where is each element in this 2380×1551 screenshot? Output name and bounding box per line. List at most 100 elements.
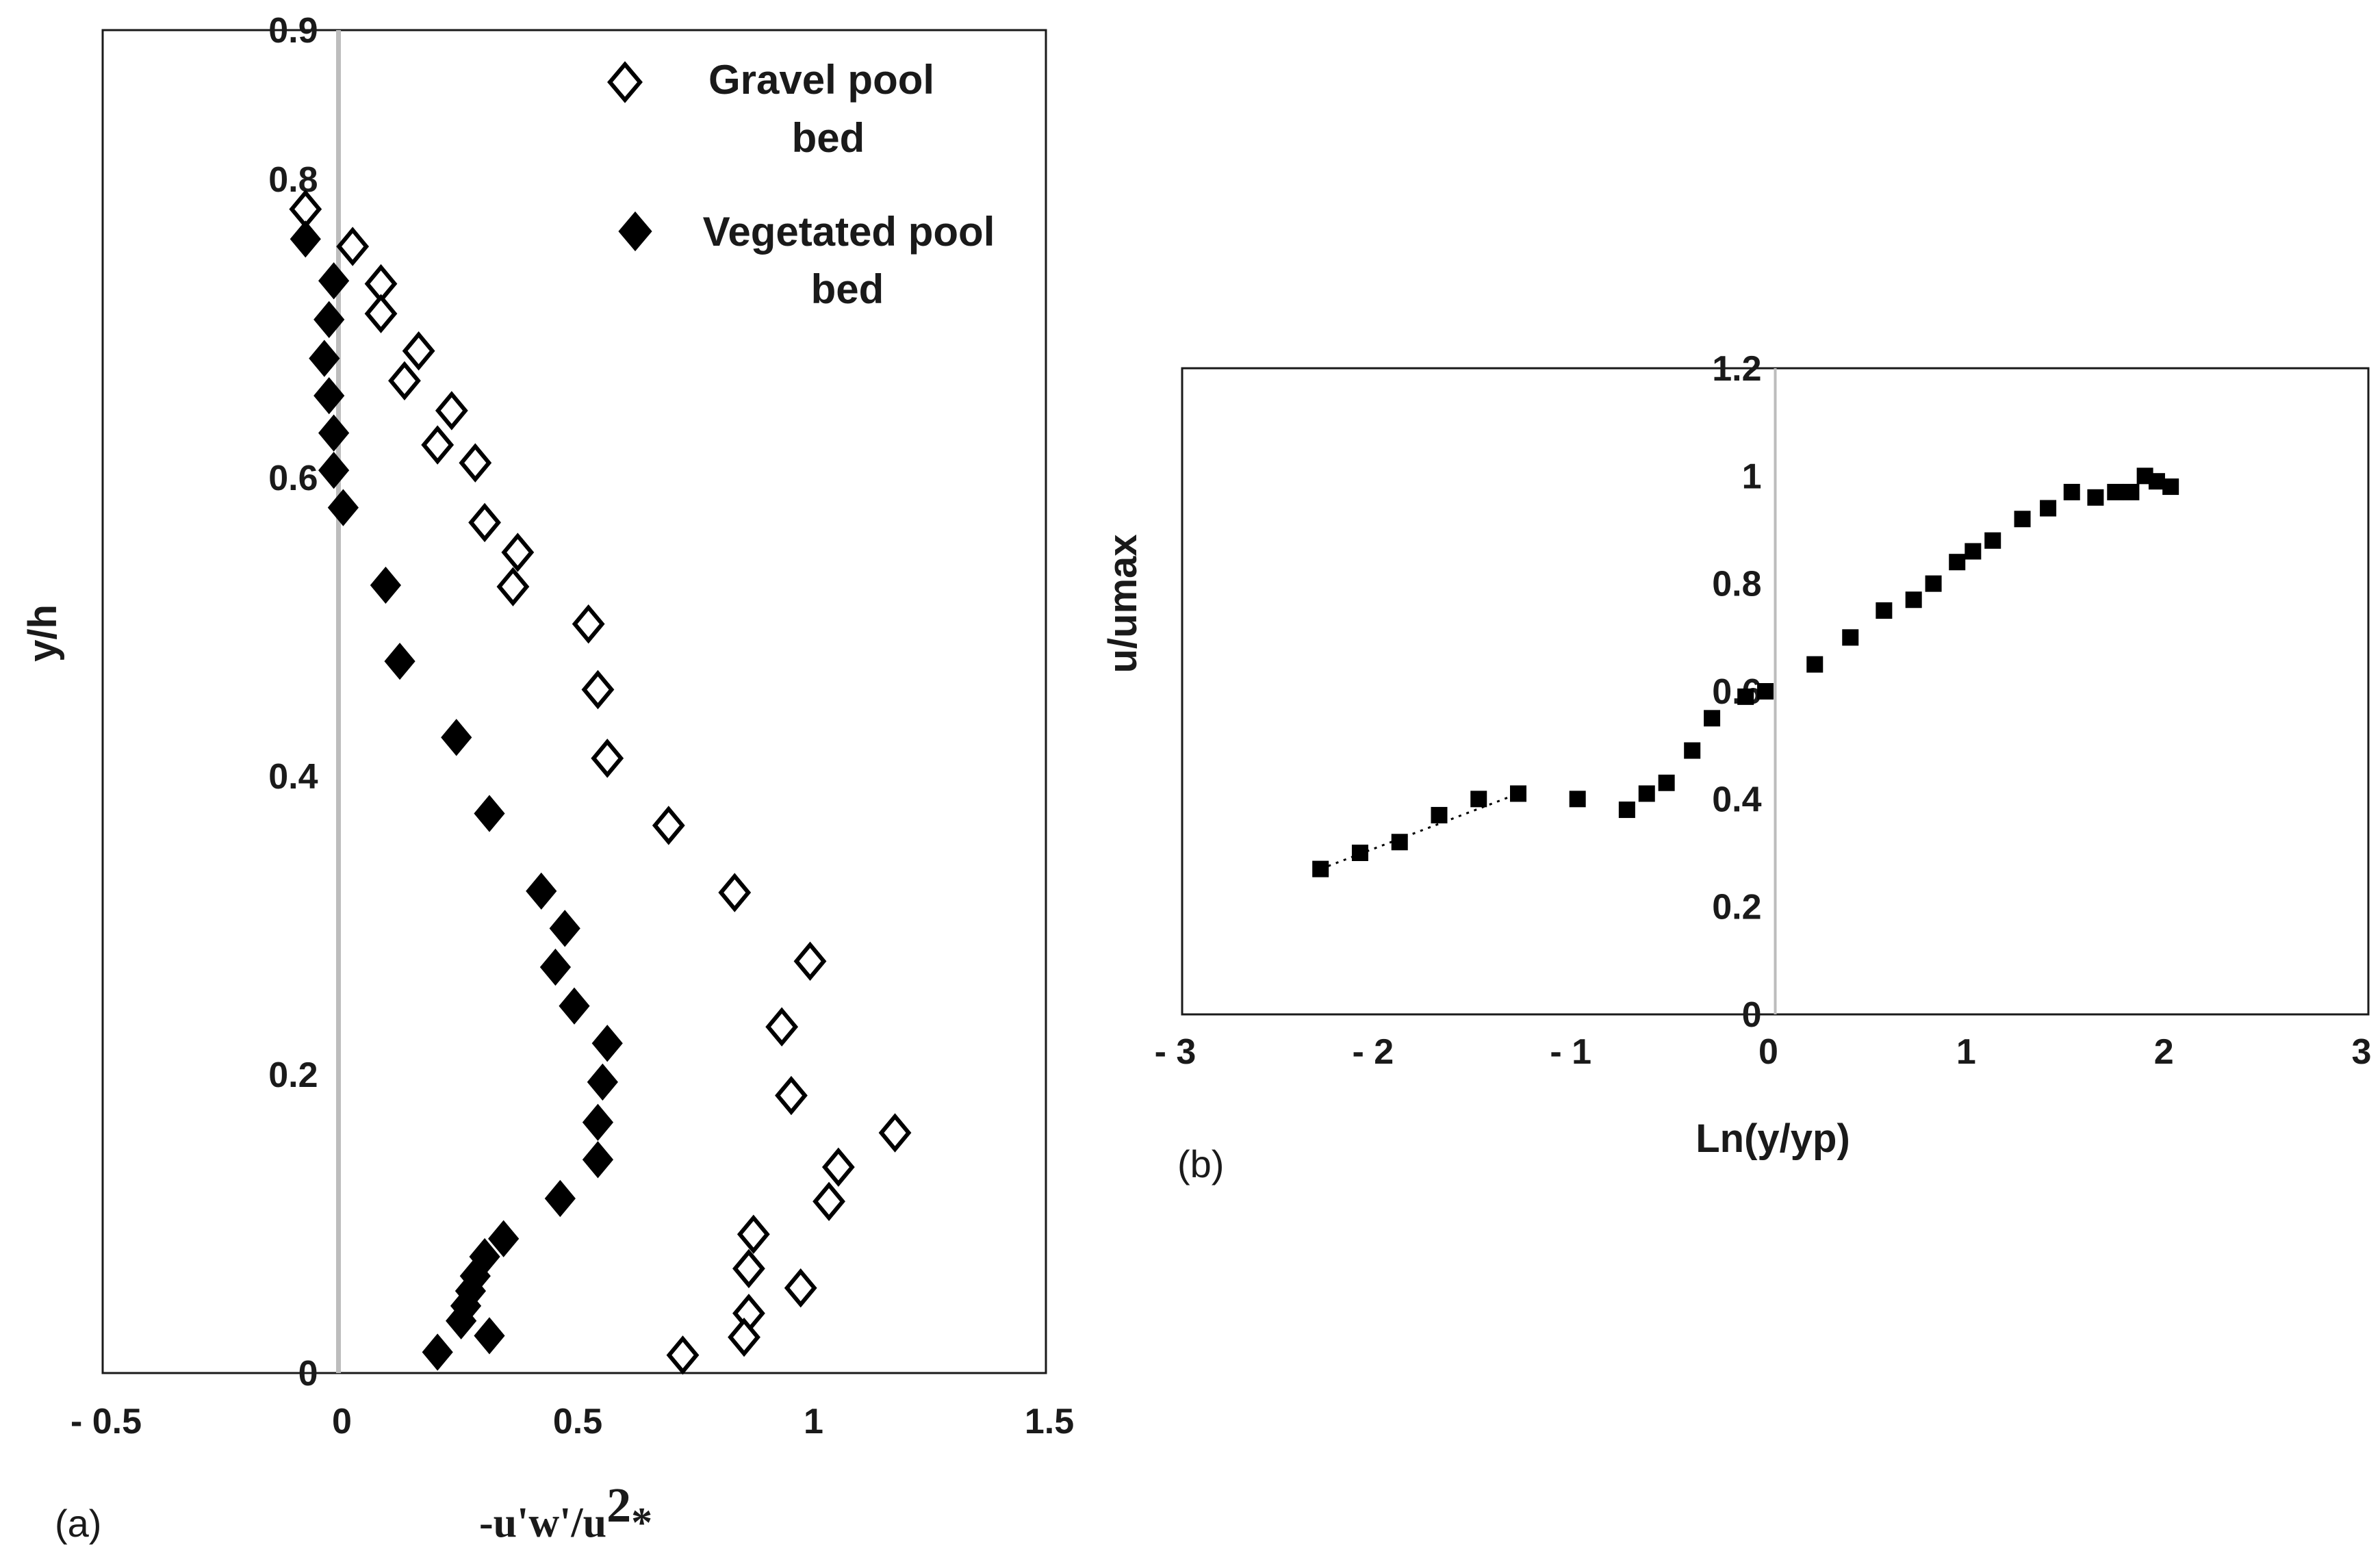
velocity-point xyxy=(1351,845,1368,861)
vegetated-pool-point xyxy=(441,719,472,756)
velocity-point xyxy=(1431,806,1448,823)
chart-a-x-axis-title-sup: 2 xyxy=(606,1478,631,1533)
vegetated-pool-point xyxy=(314,300,345,339)
chart-b-panel-label: (b) xyxy=(1177,1142,1224,1185)
chart-a-y-tick-label: 0 xyxy=(298,1354,318,1394)
velocity-point xyxy=(1312,860,1329,877)
velocity-point xyxy=(1569,791,1586,808)
gravel-pool-point xyxy=(737,1214,770,1254)
gravel-pool-point xyxy=(572,604,605,644)
chart-a-x-axis-title-base: -u'w'/u xyxy=(479,1500,606,1546)
trend-line xyxy=(1320,793,1519,871)
chart-a-x-axis-title-sub: * xyxy=(631,1500,652,1546)
vegetated-pool-point xyxy=(488,1220,520,1257)
velocity-point xyxy=(1757,683,1774,700)
chart-a: 0 0.2 0.4 0.6 0.8 0.9 - 0.5 0 0.5 1 1.5 y/h -u'w'… xyxy=(21,11,1074,1546)
velocity-point xyxy=(1470,791,1487,808)
gravel-pool-point xyxy=(652,806,685,845)
chart-b-y-tick-label: 1 xyxy=(1742,457,1762,496)
gravel-pool-point xyxy=(591,739,624,778)
chart-a-y-tick-labels: 0 0.2 0.4 0.6 0.8 0.9 xyxy=(268,11,318,1394)
chart-b-x-tick-label: 1 xyxy=(1956,1032,1976,1072)
chart-b-points xyxy=(1312,467,2179,877)
velocity-point xyxy=(2063,483,2080,500)
chart-a-x-tick-label: 1 xyxy=(804,1402,823,1441)
chart-b-y-axis-title: u/umax xyxy=(1101,534,1145,673)
velocity-point xyxy=(2087,489,2104,506)
vegetated-pool-point xyxy=(318,451,350,489)
chart-a-x-tick-label: - 0.5 xyxy=(71,1402,142,1441)
vegetated-pool-point xyxy=(327,489,359,526)
chart-a-x-tick-label: 0.5 xyxy=(553,1402,602,1441)
gravel-pool-point xyxy=(496,567,530,606)
legend-label-vegetated-line2: bed xyxy=(811,266,884,312)
velocity-point xyxy=(1842,629,1859,646)
chart-a-points xyxy=(289,189,912,1375)
gravel-pool-point xyxy=(402,331,435,371)
legend-label-vegetated-line1: Vegetated pool xyxy=(703,209,995,255)
gravel-pool-point xyxy=(775,1075,808,1116)
velocity-point xyxy=(1510,785,1527,802)
vegetated-pool-point xyxy=(591,1025,623,1062)
velocity-point xyxy=(1704,710,1721,727)
velocity-point xyxy=(1949,554,1966,571)
chart-a-y-tick-label: 0.2 xyxy=(268,1055,318,1095)
gravel-pool-point xyxy=(501,533,535,572)
vegetated-pool-point xyxy=(544,1179,576,1218)
gravel-pool-point xyxy=(821,1147,855,1187)
vegetated-pool-point xyxy=(549,910,580,947)
chart-b-x-tick-label: 2 xyxy=(2154,1032,2174,1072)
vegetated-pool-point xyxy=(474,795,505,832)
chart-b-y-tick-label: 0.6 xyxy=(1712,672,1761,712)
gravel-pool-point xyxy=(421,425,455,465)
gravel-pool-point xyxy=(468,502,501,543)
velocity-point xyxy=(1876,602,1893,619)
legend-label-gravel-line2: bed xyxy=(792,115,865,161)
chart-a-x-tick-label: 1.5 xyxy=(1025,1402,1074,1441)
velocity-point xyxy=(1391,834,1408,851)
velocity-point xyxy=(2014,511,2031,528)
vegetated-pool-point xyxy=(318,414,350,452)
velocity-point xyxy=(1905,591,1922,608)
chart-b-x-tick-labels: - 3 - 2 - 1 0 1 2 3 xyxy=(1155,1032,2372,1072)
vegetated-pool-point xyxy=(384,643,415,680)
gravel-pool-point xyxy=(666,1335,700,1375)
chart-a-x-axis-title: -u'w'/u2* xyxy=(479,1478,652,1546)
legend-marker-gravel xyxy=(607,61,643,103)
chart-b-trend xyxy=(1320,793,1519,871)
chart-b-x-axis-title: Ln(y/yp) xyxy=(1696,1116,1850,1161)
velocity-point xyxy=(1737,688,1754,705)
velocity-point xyxy=(1658,774,1675,791)
chart-b-x-tick-label: - 3 xyxy=(1155,1032,1197,1072)
vegetated-pool-point xyxy=(582,1141,614,1179)
vegetated-pool-point xyxy=(587,1063,618,1101)
velocity-point xyxy=(2148,473,2165,490)
vegetated-pool-point xyxy=(370,566,402,604)
vegetated-pool-point xyxy=(290,220,321,258)
legend-label-gravel-line1: Gravel pool xyxy=(708,57,934,103)
velocity-point xyxy=(1925,575,1942,592)
velocity-point xyxy=(1684,742,1701,759)
vegetated-pool-point xyxy=(318,262,350,300)
velocity-point xyxy=(1638,785,1655,802)
vegetated-pool-point xyxy=(314,376,345,415)
velocity-point xyxy=(2040,500,2057,517)
gravel-pool-point xyxy=(812,1181,845,1221)
vegetated-pool-point xyxy=(539,948,572,986)
vegetated-pool-point xyxy=(559,987,590,1025)
velocity-point xyxy=(1965,543,1982,560)
velocity-point xyxy=(1806,656,1824,673)
chart-b-y-tick-label: 0 xyxy=(1742,995,1762,1035)
gravel-pool-point xyxy=(793,941,827,982)
chart-b-x-tick-label: 3 xyxy=(2352,1032,2372,1072)
velocity-point xyxy=(2107,483,2124,500)
velocity-point xyxy=(2123,483,2140,500)
chart-b-y-tick-label: 0.4 xyxy=(1712,780,1761,819)
chart-a-y-axis-title: y/h xyxy=(21,604,65,662)
chart-b: 0 0.2 0.4 0.6 0.8 1 1.2 - 3 - 2 - 1 0 1 2 3 u/umax L… xyxy=(1101,349,2371,1185)
vegetated-pool-point xyxy=(446,1302,477,1340)
gravel-pool-point xyxy=(878,1113,912,1153)
chart-a-legend: Gravel pool bed Vegetated pool bed xyxy=(607,57,995,312)
chart-b-y-tick-label: 0.2 xyxy=(1712,888,1761,927)
